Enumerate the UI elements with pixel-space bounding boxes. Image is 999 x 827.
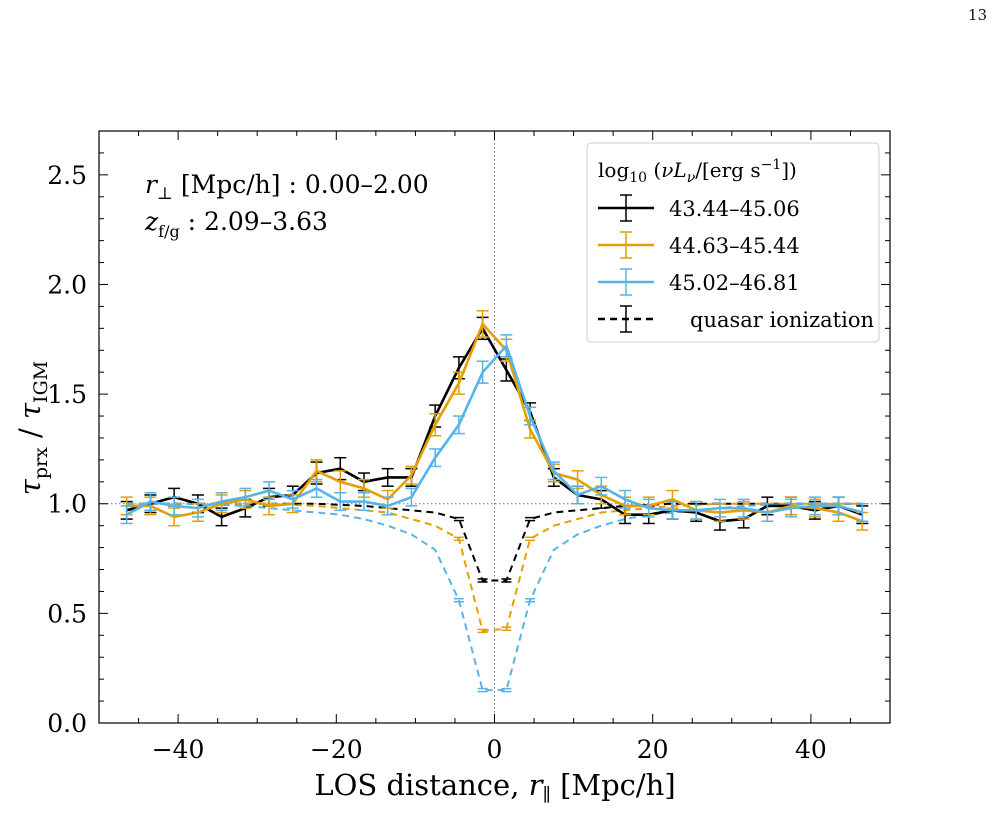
series-line-1 <box>126 322 863 523</box>
x-tick-label: 40 <box>795 735 827 764</box>
y-tick-label: 1.5 <box>47 380 87 409</box>
legend: log10 (νLν/[erg s−1]) 43.44–45.0644.63–4… <box>586 142 880 343</box>
legend-box <box>586 142 880 343</box>
legend-entry-3: quasar ionization <box>598 305 874 333</box>
series-line-2 <box>126 344 863 516</box>
axes <box>98 130 891 724</box>
x-axis-label: LOS distance, r∥ [Mpc/h] <box>314 768 675 806</box>
y-tick-label: 2.0 <box>47 270 87 299</box>
measurement-series <box>120 310 869 531</box>
y-tick-label: 0.0 <box>47 709 87 738</box>
legend-label: 44.63–45.44 <box>669 234 800 258</box>
legend-entry-1: 44.63–45.44 <box>598 231 800 259</box>
series-2 <box>120 334 869 525</box>
y-tick-label: 0.5 <box>47 599 87 628</box>
page-number: 13 <box>968 6 988 24</box>
x-tick-label: −20 <box>310 735 363 764</box>
tick-labels: −40 −20 0 20 40 0.0 0.5 1.0 1.5 2.0 2.5 <box>47 161 827 764</box>
x-tick-label: 0 <box>487 735 503 764</box>
x-tick-label: −40 <box>152 735 205 764</box>
ionization-curve-1 <box>126 502 863 632</box>
legend-label: 43.44–45.06 <box>669 197 800 221</box>
x-tick-label: 20 <box>637 735 669 764</box>
reference-lines <box>99 131 890 723</box>
legend-label: quasar ionization <box>690 308 874 332</box>
annotation-z-range: zf/g : 2.09–3.63 <box>144 207 328 241</box>
annotation-r-perp: r⊥ [Mpc/h] : 0.00–2.00 <box>145 170 429 204</box>
y-tick-label: 1.0 <box>47 490 87 519</box>
legend-entry-2: 45.02–46.81 <box>598 268 800 296</box>
legend-entry-0: 43.44–45.06 <box>598 194 800 222</box>
y-tick-label: 2.5 <box>47 161 87 190</box>
legend-label: 45.02–46.81 <box>669 271 800 295</box>
y-axis-label: τprx / τIGM <box>13 361 52 495</box>
